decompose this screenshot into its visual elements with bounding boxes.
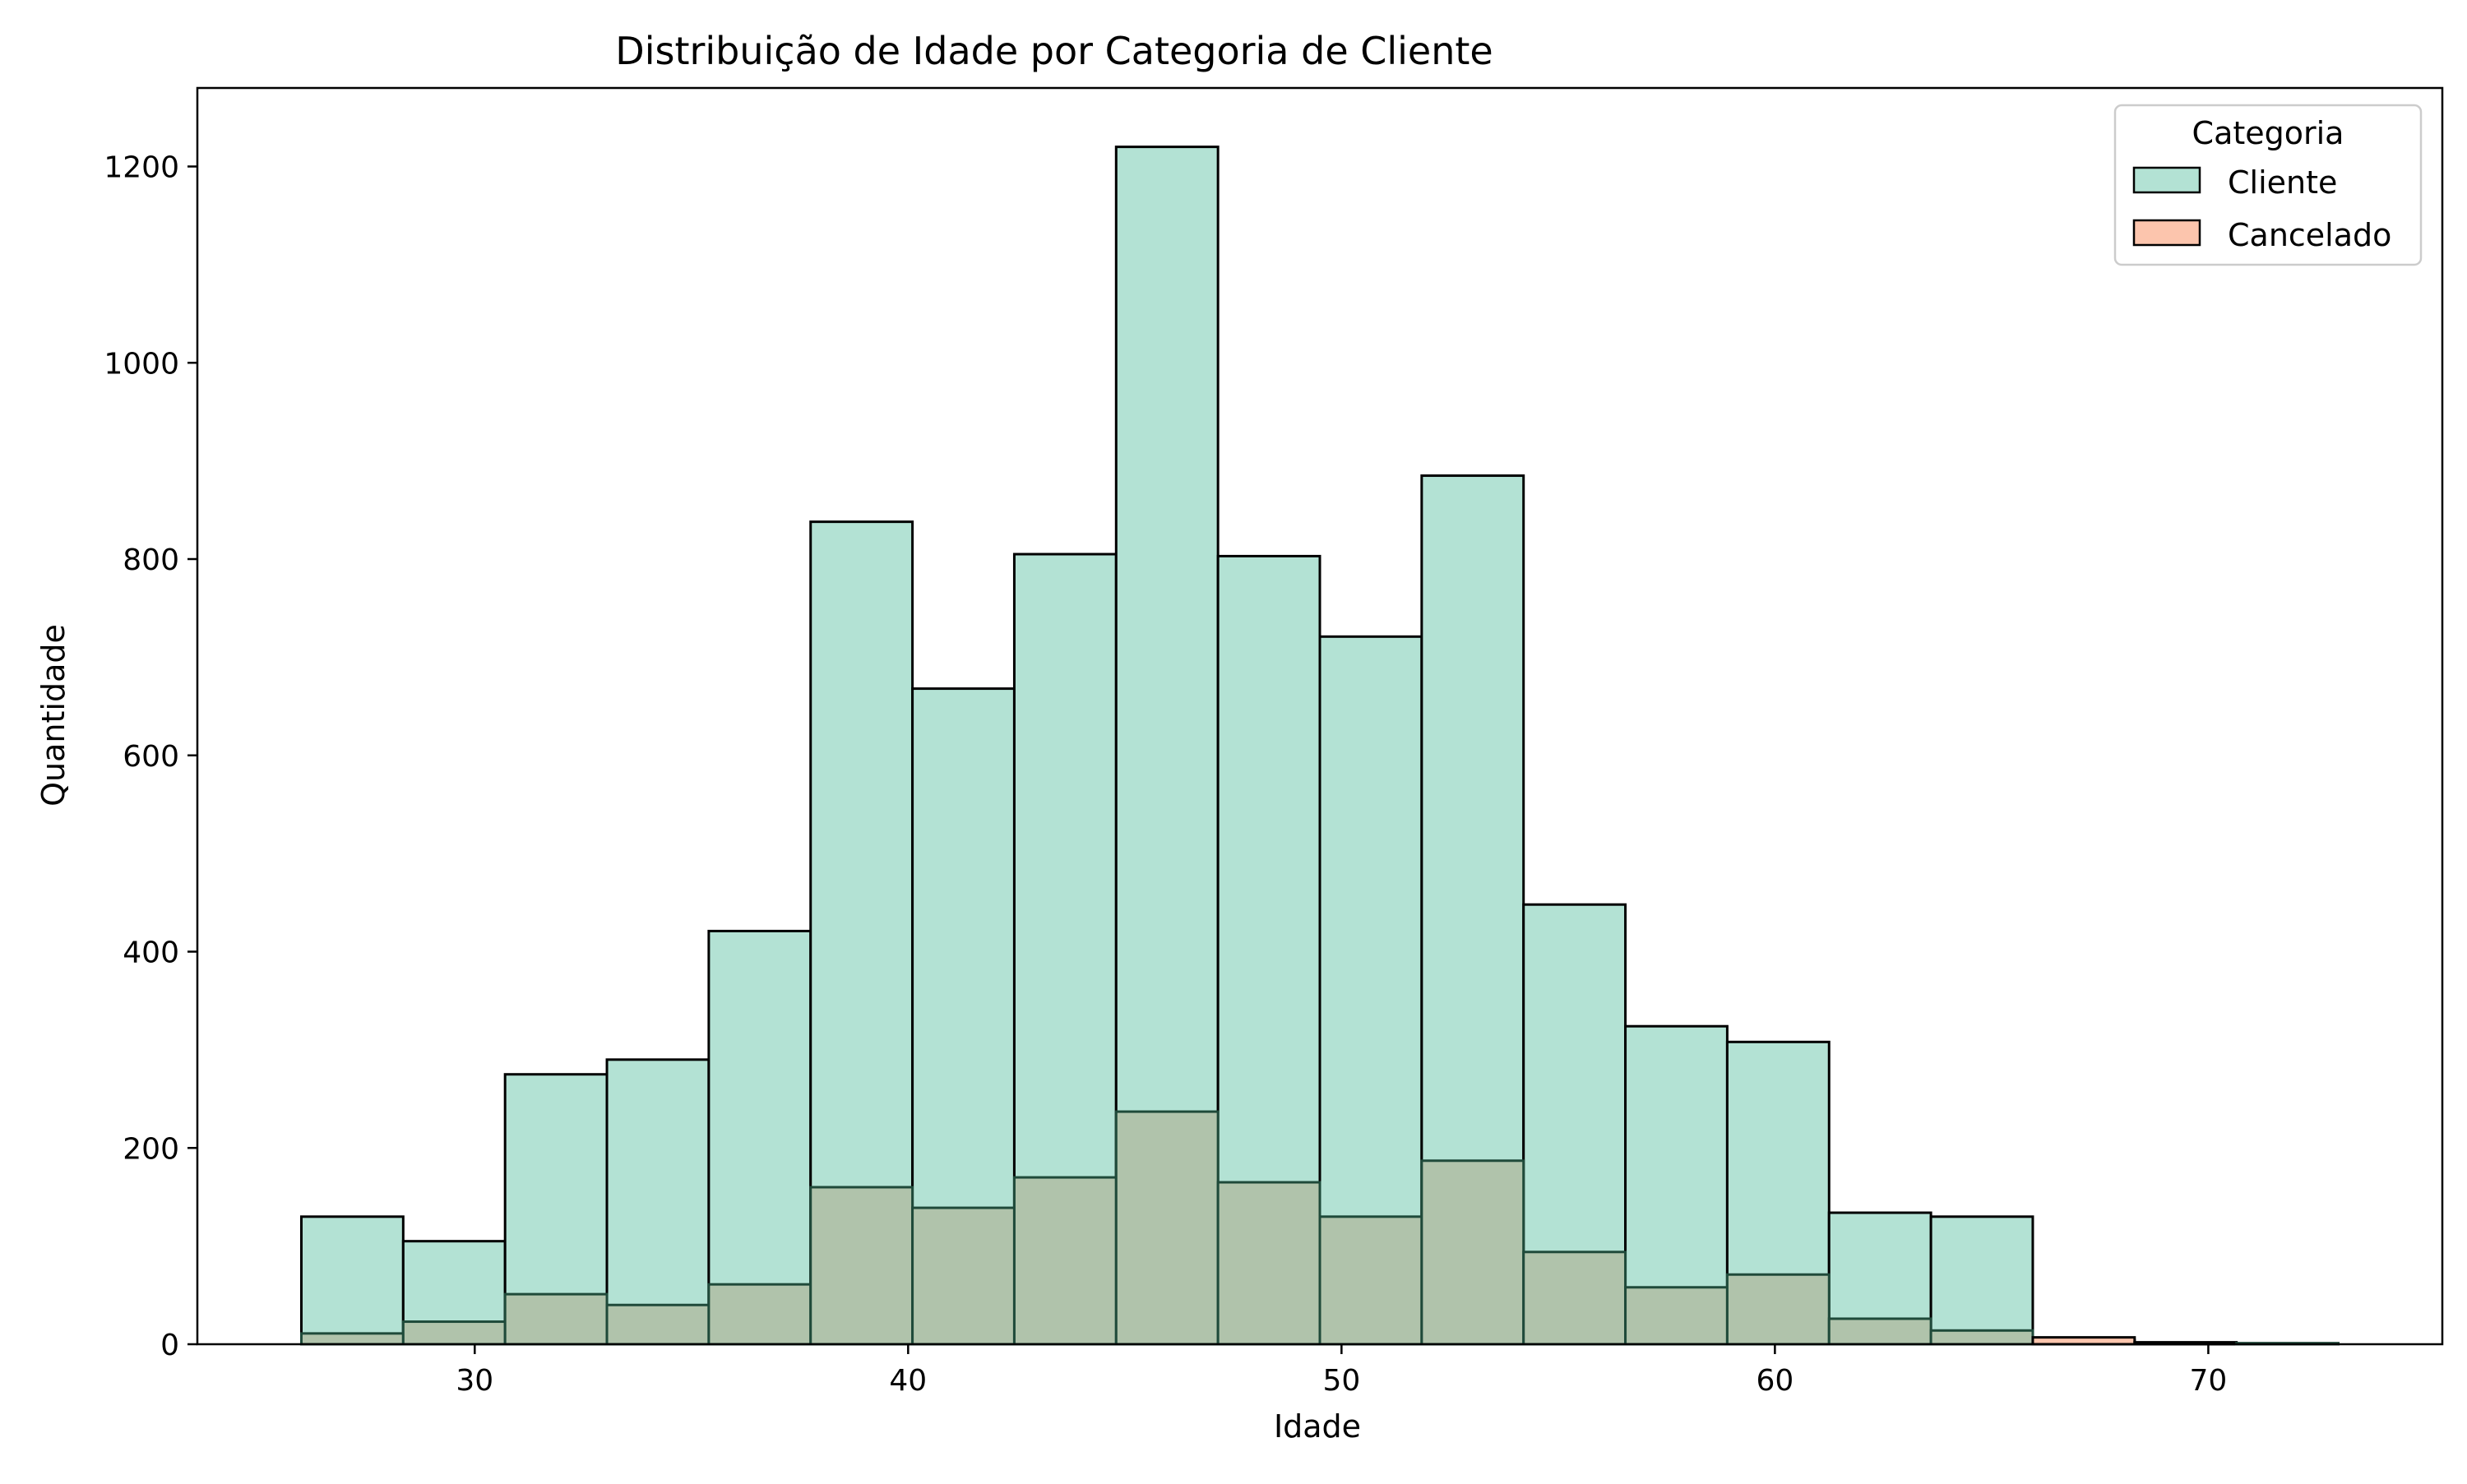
bar-cancelado-10 — [1318, 1215, 1423, 1346]
y-tick-label: 200 — [123, 1132, 179, 1166]
bar-cancelado-4 — [707, 1283, 812, 1346]
bar-cancelado-8 — [1114, 1110, 1220, 1346]
legend-swatch-cancelado — [2132, 219, 2201, 247]
legend-label-cliente: Cliente — [2228, 164, 2337, 201]
chart-title: Distribuição de Idade por Categoria de C… — [615, 29, 1493, 73]
bar-cancelado-0 — [299, 1332, 405, 1346]
bar-cancelado-16 — [1929, 1329, 2034, 1346]
bar-cancelado-11 — [1420, 1159, 1525, 1346]
y-tick-label: 0 — [160, 1329, 179, 1362]
bar-cancelado-13 — [1624, 1286, 1729, 1346]
y-tick-label: 1200 — [104, 151, 179, 185]
bar-cancelado-2 — [503, 1292, 609, 1346]
bar-cancelado-12 — [1522, 1251, 1627, 1346]
bar-cliente-3 — [605, 1058, 710, 1346]
bar-cliente-0 — [299, 1215, 405, 1346]
bar-cancelado-3 — [605, 1303, 710, 1346]
legend: Categoria Cliente Cancelado — [2113, 104, 2423, 266]
bar-cancelado-9 — [1216, 1181, 1321, 1346]
x-tick-label: 60 — [1756, 1364, 1794, 1398]
bar-cliente-4 — [707, 929, 812, 1346]
plot-frame — [196, 86, 2444, 1346]
bar-cliente-16 — [1929, 1215, 2034, 1346]
legend-title: Categoria — [2192, 115, 2344, 151]
legend-label-cancelado: Cancelado — [2228, 217, 2391, 253]
x-tick-label: 30 — [456, 1364, 493, 1398]
y-tick-label: 800 — [123, 543, 179, 577]
y-axis-title: Quantidade — [35, 624, 72, 807]
x-tick-label: 40 — [889, 1364, 927, 1398]
y-tick-label: 1000 — [104, 347, 179, 381]
x-axis-title: Idade — [1274, 1408, 1361, 1445]
bar-cancelado-15 — [1827, 1317, 1932, 1346]
bar-cancelado-6 — [911, 1206, 1016, 1346]
bar-cancelado-14 — [1725, 1273, 1831, 1346]
y-tick-label: 600 — [123, 740, 179, 774]
y-tick-label: 400 — [123, 936, 179, 970]
bar-cancelado-17 — [2031, 1336, 2136, 1346]
bar-cancelado-1 — [401, 1320, 507, 1346]
ticks-layer: 30 40 50 60 70 0 200 400 600 800 1000 1200 — [104, 151, 2227, 1398]
bar-cancelado-5 — [809, 1186, 914, 1346]
bar-cancelado-7 — [1012, 1176, 1118, 1346]
x-tick-label: 50 — [1322, 1364, 1360, 1398]
x-tick-label: 70 — [2189, 1364, 2227, 1398]
legend-swatch-cliente — [2132, 166, 2201, 194]
